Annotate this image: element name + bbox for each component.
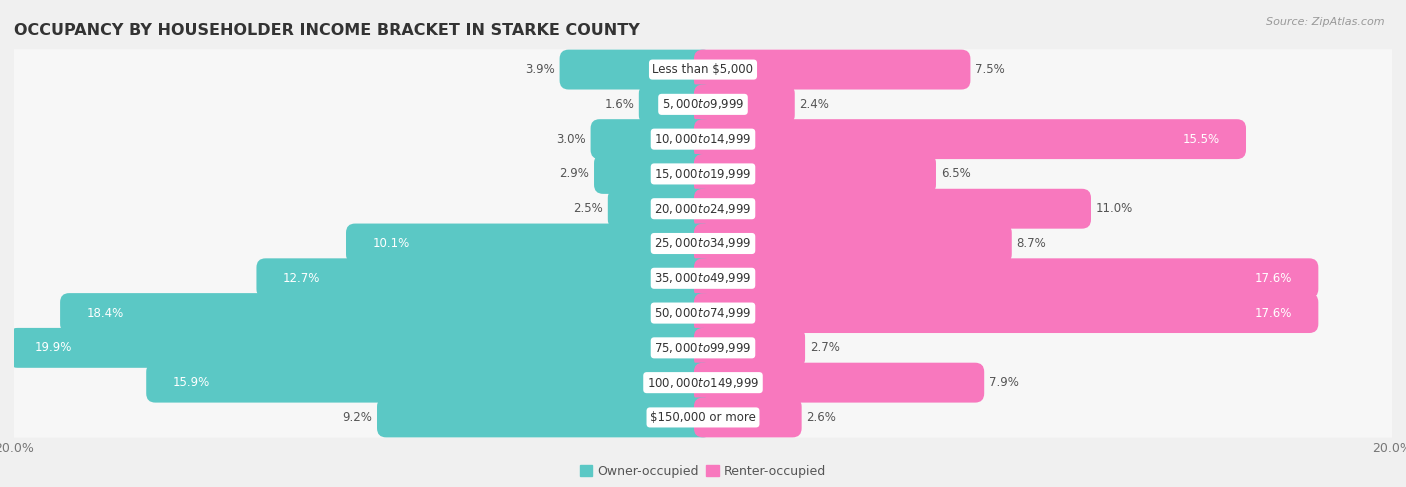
Text: $150,000 or more: $150,000 or more <box>650 411 756 424</box>
Text: 7.5%: 7.5% <box>976 63 1005 76</box>
Text: 17.6%: 17.6% <box>1254 272 1292 285</box>
FancyBboxPatch shape <box>591 119 711 159</box>
FancyBboxPatch shape <box>0 84 1406 125</box>
Text: OCCUPANCY BY HOUSEHOLDER INCOME BRACKET IN STARKE COUNTY: OCCUPANCY BY HOUSEHOLDER INCOME BRACKET … <box>14 23 640 38</box>
Text: 2.7%: 2.7% <box>810 341 839 355</box>
Text: 1.6%: 1.6% <box>605 98 634 111</box>
Text: 17.6%: 17.6% <box>1254 307 1292 319</box>
FancyBboxPatch shape <box>638 84 711 124</box>
FancyBboxPatch shape <box>695 119 1246 159</box>
Text: 18.4%: 18.4% <box>86 307 124 319</box>
Text: 8.7%: 8.7% <box>1017 237 1046 250</box>
FancyBboxPatch shape <box>695 363 984 403</box>
FancyBboxPatch shape <box>695 258 1319 298</box>
Text: 9.2%: 9.2% <box>343 411 373 424</box>
FancyBboxPatch shape <box>607 189 711 229</box>
FancyBboxPatch shape <box>0 397 1406 439</box>
Text: $35,000 to $49,999: $35,000 to $49,999 <box>654 271 752 285</box>
Text: 2.9%: 2.9% <box>560 168 589 180</box>
Text: 15.9%: 15.9% <box>173 376 209 389</box>
Legend: Owner-occupied, Renter-occupied: Owner-occupied, Renter-occupied <box>575 460 831 483</box>
Text: $15,000 to $19,999: $15,000 to $19,999 <box>654 167 752 181</box>
Text: Source: ZipAtlas.com: Source: ZipAtlas.com <box>1267 17 1385 27</box>
Text: 2.4%: 2.4% <box>800 98 830 111</box>
FancyBboxPatch shape <box>695 293 1319 333</box>
FancyBboxPatch shape <box>695 189 1091 229</box>
Text: Less than $5,000: Less than $5,000 <box>652 63 754 76</box>
FancyBboxPatch shape <box>0 119 1406 161</box>
FancyBboxPatch shape <box>695 224 1012 263</box>
FancyBboxPatch shape <box>0 397 1406 438</box>
FancyBboxPatch shape <box>346 224 711 263</box>
FancyBboxPatch shape <box>0 293 1406 335</box>
Text: 15.5%: 15.5% <box>1182 132 1219 146</box>
FancyBboxPatch shape <box>695 154 936 194</box>
FancyBboxPatch shape <box>60 293 711 333</box>
FancyBboxPatch shape <box>0 223 1406 264</box>
Text: 2.6%: 2.6% <box>807 411 837 424</box>
FancyBboxPatch shape <box>695 328 806 368</box>
FancyBboxPatch shape <box>695 397 801 437</box>
Text: 2.5%: 2.5% <box>574 202 603 215</box>
Text: 12.7%: 12.7% <box>283 272 321 285</box>
FancyBboxPatch shape <box>256 258 711 298</box>
FancyBboxPatch shape <box>0 293 1406 334</box>
FancyBboxPatch shape <box>560 50 711 90</box>
Text: 3.9%: 3.9% <box>524 63 555 76</box>
Text: $10,000 to $14,999: $10,000 to $14,999 <box>654 132 752 146</box>
Text: $50,000 to $74,999: $50,000 to $74,999 <box>654 306 752 320</box>
FancyBboxPatch shape <box>0 328 1406 370</box>
Text: $75,000 to $99,999: $75,000 to $99,999 <box>654 341 752 355</box>
FancyBboxPatch shape <box>593 154 711 194</box>
FancyBboxPatch shape <box>8 328 711 368</box>
FancyBboxPatch shape <box>0 154 1406 196</box>
FancyBboxPatch shape <box>0 362 1406 403</box>
FancyBboxPatch shape <box>377 397 711 437</box>
FancyBboxPatch shape <box>0 153 1406 194</box>
FancyBboxPatch shape <box>695 84 794 124</box>
Text: $25,000 to $34,999: $25,000 to $34,999 <box>654 237 752 250</box>
FancyBboxPatch shape <box>0 362 1406 404</box>
Text: $20,000 to $24,999: $20,000 to $24,999 <box>654 202 752 216</box>
FancyBboxPatch shape <box>146 363 711 403</box>
FancyBboxPatch shape <box>0 188 1406 230</box>
FancyBboxPatch shape <box>0 49 1406 90</box>
FancyBboxPatch shape <box>0 188 1406 229</box>
Text: $5,000 to $9,999: $5,000 to $9,999 <box>662 97 744 112</box>
Text: 11.0%: 11.0% <box>1095 202 1133 215</box>
FancyBboxPatch shape <box>0 258 1406 299</box>
Text: 19.9%: 19.9% <box>35 341 72 355</box>
FancyBboxPatch shape <box>0 119 1406 160</box>
Text: $100,000 to $149,999: $100,000 to $149,999 <box>647 375 759 390</box>
FancyBboxPatch shape <box>0 84 1406 126</box>
Text: 7.9%: 7.9% <box>988 376 1019 389</box>
FancyBboxPatch shape <box>0 224 1406 265</box>
FancyBboxPatch shape <box>0 327 1406 368</box>
FancyBboxPatch shape <box>695 50 970 90</box>
Text: 3.0%: 3.0% <box>557 132 586 146</box>
FancyBboxPatch shape <box>0 258 1406 300</box>
FancyBboxPatch shape <box>0 49 1406 91</box>
Text: 6.5%: 6.5% <box>941 168 970 180</box>
Text: 10.1%: 10.1% <box>373 237 409 250</box>
